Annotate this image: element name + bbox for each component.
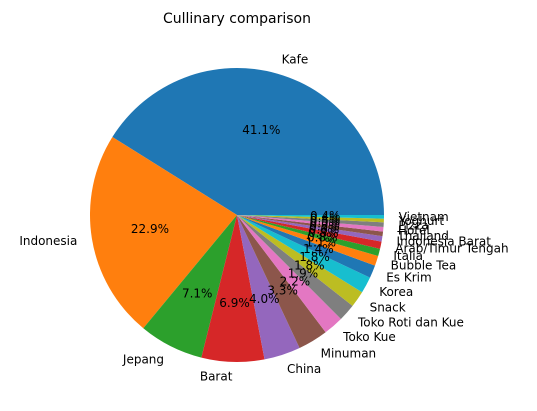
slice-label-snack: Snack xyxy=(370,301,406,315)
slice-percent-hotel: 0.5% xyxy=(310,217,341,231)
slice-label-bubble-tea: Bubble Tea xyxy=(391,258,457,272)
slice-percent-barat: 6.9% xyxy=(219,296,250,310)
slice-thailand xyxy=(237,215,384,237)
slice-percent-indonesia: 22.9% xyxy=(131,222,169,236)
slice-percent-yoghurt: 0.4% xyxy=(310,211,341,225)
slice-label-toko-kue: Toko Kue xyxy=(342,330,396,344)
slice-percent-korea: 1.8% xyxy=(299,250,330,264)
slice-toko-kue xyxy=(237,215,341,333)
slice-percent-kafe: 41.1% xyxy=(242,123,280,137)
slice-percent-toko-roti-dan-kue: 1.9% xyxy=(288,267,319,281)
slice-kafe xyxy=(112,67,384,215)
slice-china xyxy=(237,215,300,360)
slice-korea xyxy=(237,215,371,293)
slice-label-indonesia: Indonesia xyxy=(19,234,77,248)
chart-title: Cullinary comparison xyxy=(163,11,311,27)
pie-slices xyxy=(89,67,384,363)
slice-percent-vietnam: 0.4% xyxy=(310,209,341,223)
slice-label-yoghurt: Yoghurt xyxy=(398,214,445,228)
slice-label-hotel: Hotel xyxy=(398,224,430,238)
slice-label-vietnam: Vietnam xyxy=(399,210,449,224)
slice-label-barat: Barat xyxy=(200,370,233,384)
slice-label-pizza: Pizza xyxy=(398,219,428,233)
slice-jepang xyxy=(143,215,237,358)
slice-percent-indonesia-barat: 0.6% xyxy=(309,222,340,236)
slice-label-toko-roti-dan-kue: Toko Roti dan Kue xyxy=(357,315,464,329)
slice-label-china: China xyxy=(287,362,321,376)
slice-label-arab-timur-tengah: Arab/Timur Tengah xyxy=(395,241,508,255)
slice-percent-snack: 1.8% xyxy=(294,258,325,272)
slice-label-es-krim: Es Krim xyxy=(386,270,431,284)
slice-percent-minuman: 3.3% xyxy=(267,283,298,297)
slice-label-jepang: Jepang xyxy=(122,352,164,366)
slice-label-korea: Korea xyxy=(379,285,413,299)
slice-percent-es-krim: 1.4% xyxy=(303,242,334,256)
slice-barat xyxy=(201,215,265,363)
slice-pizza xyxy=(237,215,384,227)
slice-label-thailand: Thailand xyxy=(396,229,449,243)
slice-label-indonesia-barat: Indonesia Barat xyxy=(397,234,492,248)
slice-bubble-tea xyxy=(237,215,379,266)
slice-percent-china: 4.0% xyxy=(249,292,280,306)
slice-yoghurt xyxy=(237,215,384,223)
slice-percent-jepang: 7.1% xyxy=(182,287,213,301)
slice-indonesia-barat xyxy=(237,215,383,242)
slice-percent-italia: 0.8% xyxy=(307,230,338,244)
slice-hotel xyxy=(237,215,384,232)
slice-indonesia xyxy=(89,137,237,329)
slice-minuman xyxy=(237,215,326,349)
slice-label-italia: Italia xyxy=(393,249,423,263)
slice-percent-thailand: 0.5% xyxy=(309,219,340,233)
slice-toko-roti-dan-kue xyxy=(237,215,353,319)
pie-percent-labels: 41.1%22.9%7.1%6.9% 4.0%3.3%2.2%1.9%1.8%1.… xyxy=(131,123,341,310)
slice-vietnam xyxy=(237,215,384,219)
slice-percent-arab-timur-tengah: 0.8% xyxy=(308,226,339,240)
slice-percent-toko-kue: 2.2% xyxy=(280,275,311,289)
slice-label-kafe: Kafe xyxy=(282,53,309,67)
slice-italia xyxy=(237,215,381,257)
slice-label-minuman: Minuman xyxy=(321,346,377,360)
slice-percent-pizza: 0.5% xyxy=(310,214,341,228)
slice-es-krim xyxy=(237,215,375,278)
slice-arab-timur-tengah xyxy=(237,215,382,249)
slice-snack xyxy=(237,215,363,306)
slice-percent-bubble-tea: 1.1% xyxy=(306,236,337,250)
